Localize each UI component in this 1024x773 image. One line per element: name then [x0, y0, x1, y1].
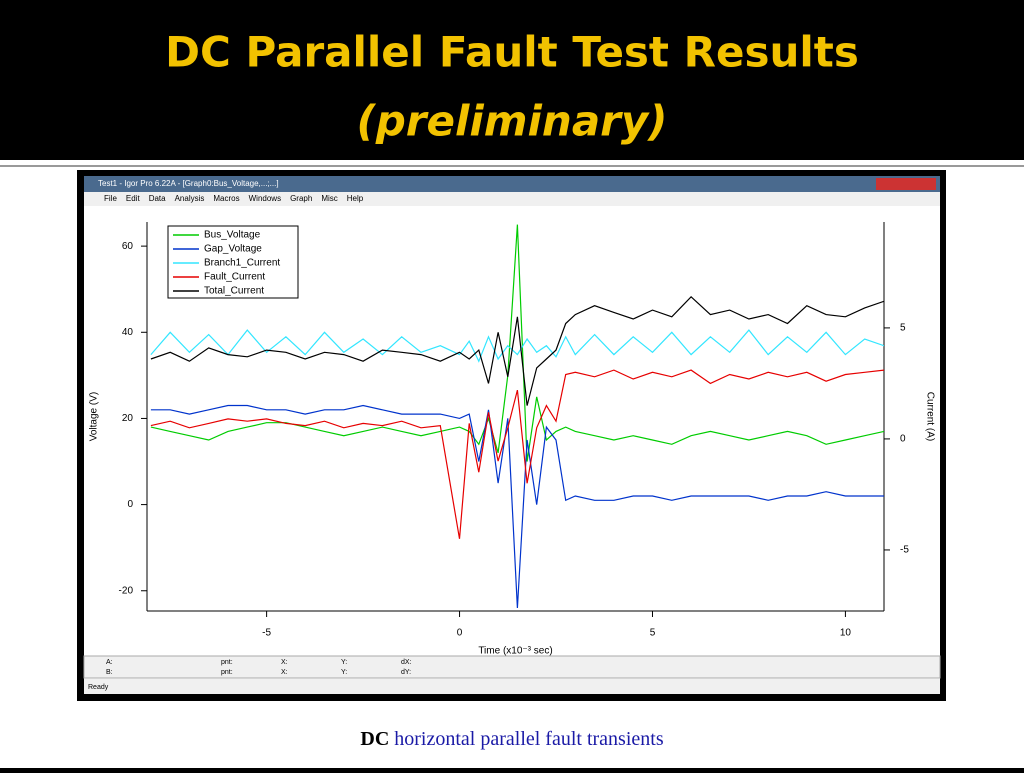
y2-tick-label: 0: [900, 434, 906, 445]
info-label: pnt:: [221, 669, 233, 676]
caption-bold: DC: [360, 728, 389, 750]
series-line: [150, 404, 884, 609]
info-label: pnt:: [221, 659, 233, 666]
info-label: Y:: [341, 659, 347, 666]
menu-list: File Edit Data Analysis Macros Windows Graph Mi…: [104, 194, 364, 203]
y2-axis-label: Current (A): [924, 392, 935, 441]
series-line: [150, 295, 884, 406]
x-tick-label: 10: [840, 628, 852, 639]
menu-item[interactable]: Windows: [249, 194, 281, 203]
slide-title: DC Parallel Fault Test Results: [165, 28, 859, 77]
x-axis-label: Time (x10⁻³ sec): [478, 646, 552, 657]
legend-box: [167, 225, 299, 299]
y-tick-label: -20: [119, 585, 134, 596]
y-tick-label: 0: [127, 499, 133, 510]
legend-label: Bus_Voltage: [204, 230, 261, 241]
menu-item[interactable]: File: [104, 194, 117, 203]
info-label: dY:: [401, 669, 411, 676]
status-text: Ready: [88, 684, 109, 691]
series-line: [150, 369, 884, 539]
caption: DC horizontal parallel fault transients: [360, 728, 663, 750]
y-axis-label: Voltage (V): [89, 392, 100, 441]
menu-item[interactable]: Analysis: [175, 194, 205, 203]
window-controls[interactable]: [876, 178, 936, 190]
y-tick-label: 60: [122, 241, 134, 252]
window-title: Test1 - Igor Pro 6.22A - [Graph0:Bus_Vol…: [98, 179, 279, 188]
info-label: Y:: [341, 669, 347, 676]
title-bar: [84, 176, 940, 192]
legend-label: Gap_Voltage: [204, 244, 262, 255]
legend-label: Branch1_Current: [204, 258, 280, 269]
info-label: dX:: [401, 659, 412, 666]
menu-item[interactable]: Misc: [321, 194, 337, 203]
y-tick-label: 20: [122, 413, 134, 424]
info-label: A:: [106, 659, 113, 666]
x-tick-label: -5: [262, 628, 271, 639]
legend-label: Fault_Current: [204, 272, 265, 283]
y-tick-label: 40: [122, 327, 134, 338]
menu-item[interactable]: Help: [347, 194, 364, 203]
menu-item[interactable]: Edit: [126, 194, 141, 203]
info-panel: [83, 655, 941, 679]
info-label: B:: [106, 669, 113, 676]
menu-item[interactable]: Macros: [213, 194, 239, 203]
status-bar: [84, 679, 940, 694]
caption-text: horizontal parallel fault transients: [394, 728, 664, 750]
menu-item[interactable]: Data: [149, 194, 166, 203]
series-line: [150, 329, 884, 363]
info-label: X:: [281, 659, 288, 666]
plot: -20 0 20 40 60 -5 0 5 -5 0 5 10 Time (x10⁻³ sec) Volt…: [89, 222, 935, 657]
x-tick-label: 0: [457, 628, 463, 639]
slide-subtitle: (preliminary): [357, 97, 668, 146]
y2-tick-label: -5: [900, 545, 909, 556]
info-label: X:: [281, 669, 288, 676]
menu-item[interactable]: Graph: [290, 194, 312, 203]
legend-label: Total_Current: [204, 286, 264, 297]
y2-tick-label: 5: [900, 323, 906, 334]
menu-bar: [84, 192, 940, 206]
x-tick-label: 5: [650, 628, 656, 639]
